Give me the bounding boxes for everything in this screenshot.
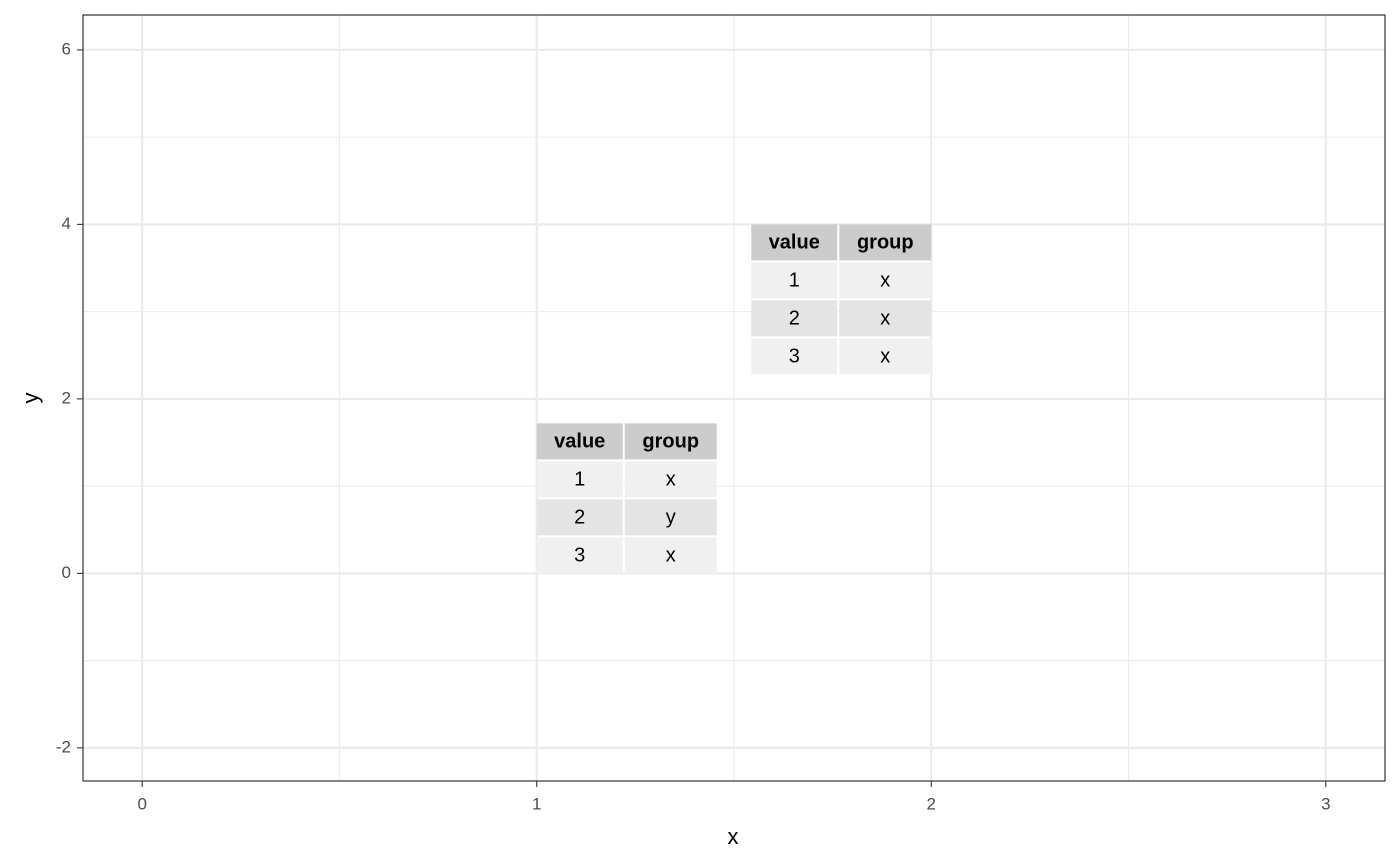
- table-cell-text: x: [666, 545, 676, 567]
- table-cell-text: x: [666, 469, 676, 491]
- x-tick-label: 2: [927, 794, 936, 813]
- table-cell: [839, 262, 932, 299]
- table: value group 1 x 2 x 3 x: [751, 224, 932, 375]
- table-cell-text: 2: [789, 308, 800, 330]
- table-header-cell: [536, 423, 623, 460]
- table-cell-text: x: [880, 346, 890, 368]
- y-tick-label: 4: [62, 214, 71, 233]
- table-header-text: value: [769, 232, 820, 254]
- table-cell: [624, 499, 717, 536]
- table-cell-text: 2: [574, 507, 585, 529]
- table-cell: [536, 461, 623, 498]
- table-cell-text: 1: [574, 469, 585, 491]
- table-cell: [751, 300, 838, 337]
- x-axis-label: x: [728, 824, 739, 849]
- table-cell-text: x: [880, 308, 890, 330]
- table-header-text: group: [857, 232, 914, 254]
- y-axis-label: y: [18, 393, 43, 404]
- table-header-cell: [751, 224, 838, 261]
- x-tick-label: 0: [137, 794, 146, 813]
- table-header-text: value: [554, 431, 605, 453]
- table-cell: [536, 537, 623, 574]
- table-cell-text: y: [666, 507, 676, 529]
- table-cell: [839, 338, 932, 375]
- y-tick-label: -2: [56, 737, 71, 756]
- table-cell: [624, 461, 717, 498]
- table-cell: [751, 338, 838, 375]
- panel-border: [82, 14, 1386, 782]
- table-cell: [751, 262, 838, 299]
- table: value group 1 x 2 y 3 x: [536, 423, 717, 574]
- table-cell: [536, 499, 623, 536]
- y-tick-label: 0: [62, 563, 71, 582]
- x-tick-label: 3: [1321, 794, 1330, 813]
- table-cell: [624, 537, 717, 574]
- table-header-cell: [839, 224, 932, 261]
- table-header-text: group: [642, 431, 699, 453]
- y-tick-label: 6: [62, 39, 71, 58]
- table-cell-text: 1: [789, 270, 800, 292]
- table-cell-text: 3: [789, 346, 800, 368]
- table-header-cell: [624, 423, 717, 460]
- table-cell: [839, 300, 932, 337]
- table-cell-text: x: [880, 270, 890, 292]
- y-tick-label: 2: [62, 388, 71, 407]
- table-cell-text: 3: [574, 545, 585, 567]
- x-tick-label: 1: [532, 794, 541, 813]
